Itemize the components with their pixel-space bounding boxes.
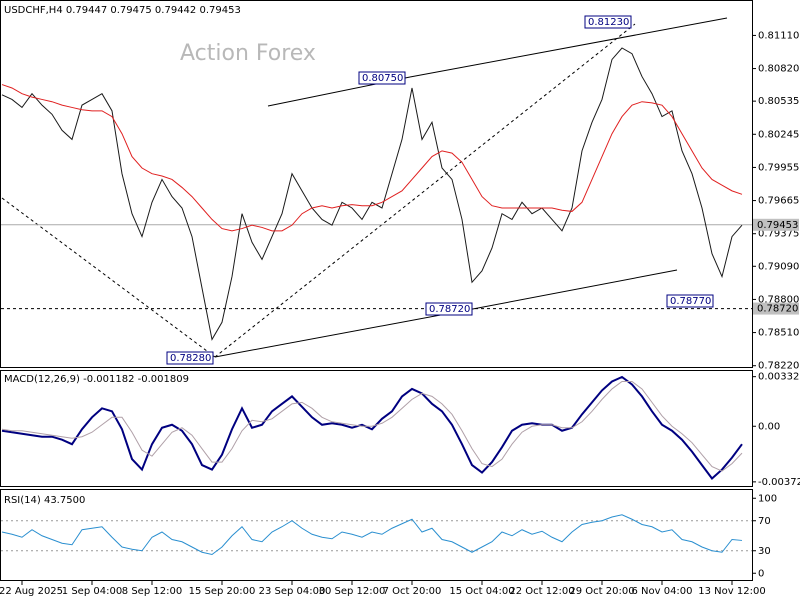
macd-title: MACD(12,26,9) -0.001182 -0.001809 — [4, 374, 189, 385]
price-label: 0.79453 — [757, 220, 798, 231]
y-tick-label: 0.80245 — [758, 129, 799, 140]
rsi-title: RSI(14) 43.7500 — [4, 495, 85, 506]
series-line — [1, 84, 743, 232]
x-tick-label: 6 Nov 04:00 — [631, 586, 692, 597]
y-tick-label: 0.00 — [758, 421, 780, 432]
x-tick-label: 13 Nov 12:00 — [698, 586, 765, 597]
x-tick-label: 7 Oct 20:00 — [383, 586, 442, 597]
annotation: 0.78770 — [670, 296, 711, 307]
series-line — [1, 380, 743, 472]
annotation: 0.78280 — [170, 353, 211, 364]
y-tick-label: 0.79375 — [758, 229, 799, 240]
annotation: 0.80750 — [362, 73, 403, 84]
annotation-box — [584, 15, 632, 29]
y-tick-label: 0.78800 — [758, 294, 799, 305]
y-tick-label: 0.003321 — [758, 372, 800, 383]
price-panel — [0, 0, 753, 368]
trend-line — [477, 269, 678, 309]
x-tick-label: 22 Oct 12:00 — [509, 586, 574, 597]
trend-line — [214, 307, 479, 358]
price-label-box — [753, 218, 799, 231]
rsi-panel — [0, 489, 753, 581]
macd-panel — [0, 370, 753, 487]
x-tick-label: 8 Sep 12:00 — [122, 586, 182, 597]
y-tick-label: 0.80820 — [758, 64, 799, 75]
watermark: Action Forex — [180, 41, 316, 66]
y-tick-label: 0.78220 — [758, 361, 799, 372]
y-tick-label: 0.80535 — [758, 96, 799, 107]
y-tick-label: 30 — [758, 546, 771, 557]
y-tick-label: 0 — [758, 568, 764, 579]
annotation-box — [166, 351, 214, 365]
series-line — [1, 375, 743, 481]
x-tick-label: 29 Oct 20:00 — [569, 586, 634, 597]
annotation: 0.78720 — [429, 304, 470, 315]
series-line — [1, 47, 743, 341]
x-tick-label: 1 Sep 04:00 — [62, 586, 122, 597]
x-tick-label: 22 Aug 2025 — [0, 586, 63, 597]
price-title: USDCHF,H4 0.79447 0.79475 0.79442 0.7945… — [4, 5, 241, 16]
y-tick-label: 0.79090 — [758, 261, 799, 272]
level-label-box — [753, 302, 799, 315]
series-line — [1, 514, 743, 556]
y-tick-label: 0.79665 — [758, 196, 799, 207]
x-tick-label: 15 Sep 20:00 — [189, 586, 256, 597]
annotation: 0.81230 — [588, 17, 629, 28]
fib-line — [214, 23, 636, 358]
y-tick-label: 100 — [758, 493, 777, 504]
annotation-box — [425, 302, 473, 316]
x-tick-label: 30 Sep 12:00 — [319, 586, 386, 597]
annotation-box — [666, 294, 714, 308]
annotation-box — [358, 71, 406, 85]
x-tick-label: 23 Sep 04:00 — [259, 586, 326, 597]
y-tick-label: 0.78510 — [758, 328, 799, 339]
y-tick-label: 0.81110 — [758, 30, 799, 41]
fib-line — [1, 197, 216, 358]
level-label: 0.78720 — [757, 304, 798, 315]
y-tick-label: -0.003723 — [758, 477, 800, 488]
x-tick-label: 15 Oct 04:00 — [449, 586, 514, 597]
trend-line — [409, 17, 728, 78]
y-tick-label: 70 — [758, 516, 771, 527]
y-tick-label: 0.79955 — [758, 162, 799, 173]
